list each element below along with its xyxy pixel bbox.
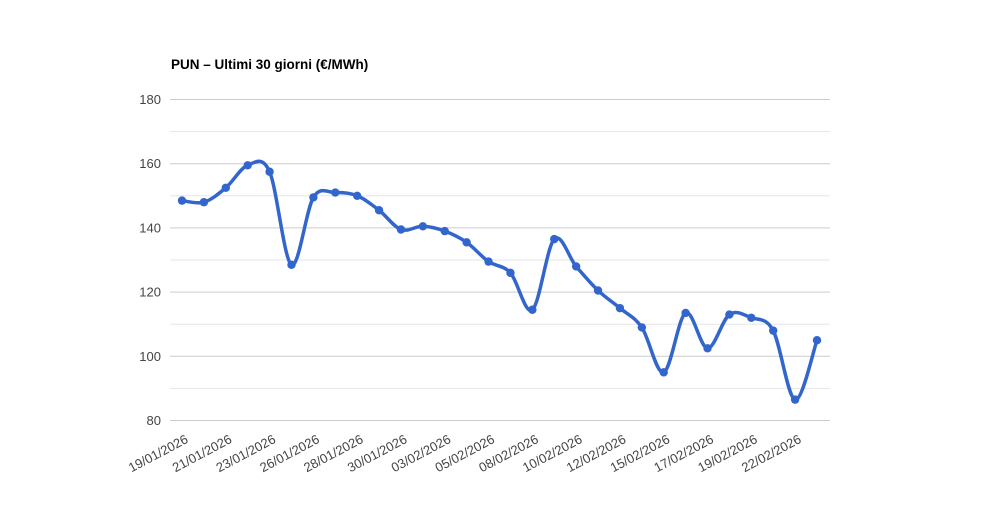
data-point-marker[interactable]: [374, 206, 384, 215]
data-point-marker[interactable]: [177, 196, 187, 205]
chart-title: PUN – Ultimi 30 giorni (€/MWh): [171, 57, 369, 72]
y-tick-label: 120: [139, 285, 161, 300]
series-line: [180, 159, 819, 402]
data-point-marker[interactable]: [528, 305, 537, 314]
data-point-marker[interactable]: [396, 225, 406, 234]
y-tick-label: 80: [147, 413, 161, 428]
data-point-marker[interactable]: [550, 234, 559, 244]
data-point-marker[interactable]: [440, 226, 449, 236]
y-tick-label: 180: [139, 92, 161, 107]
data-point-marker[interactable]: [199, 198, 209, 207]
data-point-marker[interactable]: [790, 395, 800, 404]
data-point-marker[interactable]: [703, 344, 712, 353]
data-point-marker[interactable]: [571, 262, 581, 271]
data-point-marker[interactable]: [681, 308, 690, 318]
y-tick-label: 140: [139, 220, 161, 235]
data-point-marker[interactable]: [615, 303, 625, 313]
data-point-marker[interactable]: [243, 161, 252, 170]
data-point-marker[interactable]: [462, 238, 471, 247]
data-point-marker[interactable]: [725, 310, 734, 319]
data-point-marker[interactable]: [287, 260, 296, 270]
data-point-marker[interactable]: [309, 193, 318, 202]
data-point-marker[interactable]: [331, 188, 340, 197]
data-point-marker[interactable]: [352, 191, 362, 200]
data-point-marker[interactable]: [484, 257, 493, 266]
y-tick-label: 160: [139, 156, 161, 171]
data-point-marker[interactable]: [593, 286, 603, 295]
data-point-marker[interactable]: [659, 368, 668, 377]
data-point-marker[interactable]: [747, 313, 756, 322]
data-point-marker[interactable]: [812, 336, 822, 345]
data-point-marker[interactable]: [769, 326, 778, 335]
data-point-marker[interactable]: [265, 167, 274, 176]
data-point-marker[interactable]: [506, 268, 515, 278]
y-tick-label: 100: [139, 349, 161, 364]
data-point-marker[interactable]: [637, 323, 647, 332]
data-point-marker[interactable]: [418, 222, 428, 231]
data-point-marker[interactable]: [221, 183, 230, 192]
